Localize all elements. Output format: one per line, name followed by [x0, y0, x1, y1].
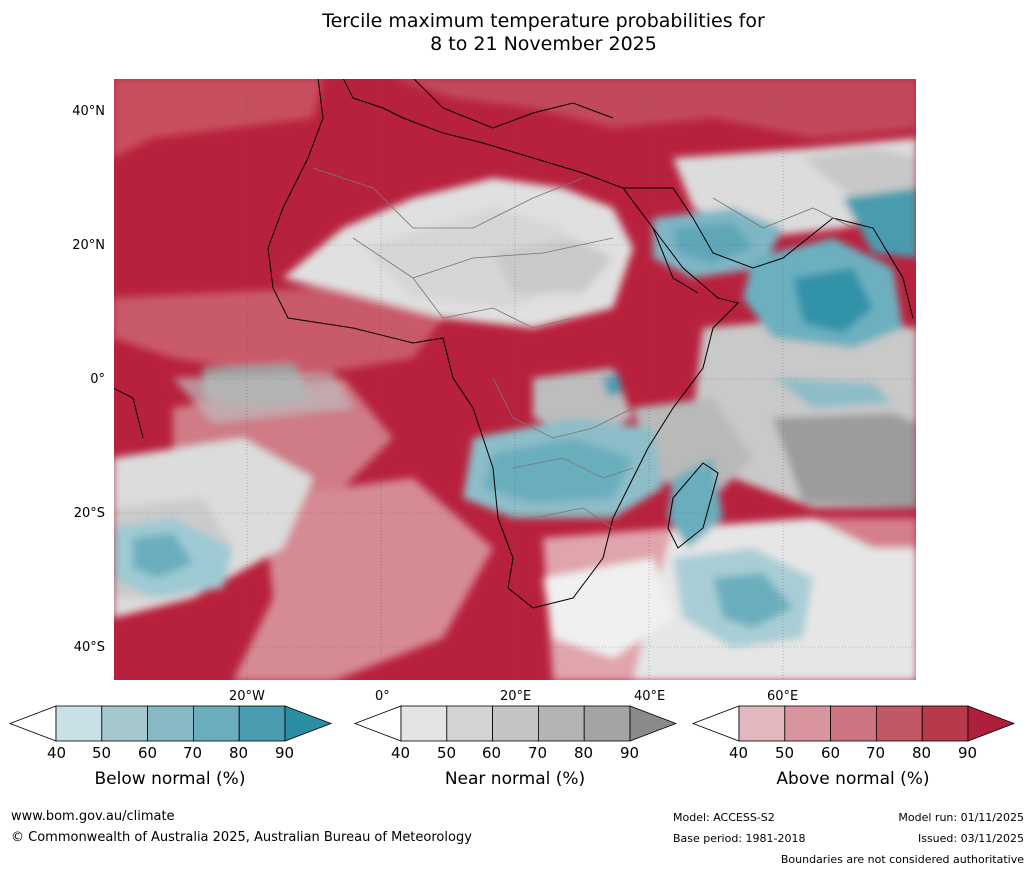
coastlines [113, 78, 914, 609]
colorbar-near-bin-4 [583, 705, 631, 742]
colorbar-above-bin-3 [876, 705, 923, 742]
tick: 80 [574, 744, 594, 762]
tick: 60 [482, 744, 502, 762]
colorbar-near-title: Near normal (%) [444, 769, 586, 789]
tick: 70 [866, 744, 886, 762]
colorbar-above-bin-2 [830, 705, 877, 742]
colorbar-near-bin-2 [492, 705, 539, 742]
colorbar-above [691, 705, 1016, 742]
tick: 70 [183, 744, 203, 762]
tick: 80 [229, 744, 249, 762]
model-run-text: Model run: 01/11/2025 [898, 811, 1024, 824]
colorbar-below-bin-1 [101, 705, 149, 742]
tick: 40 [391, 744, 411, 762]
colorbar-above-min-extend [691, 705, 740, 742]
colorbar-near-bin-1 [446, 705, 493, 742]
colorbar-below-bin-3 [192, 705, 240, 742]
colorbar-near-min-extend [353, 705, 402, 742]
disclaimer-text: Boundaries are not considered authoritat… [780, 853, 1024, 866]
lon-label-40e: 40°E [634, 689, 666, 704]
lat-label-40s: 40°S [73, 640, 105, 655]
tick: 40 [729, 744, 749, 762]
tick: 50 [92, 744, 112, 762]
colorbar-below-bin-2 [147, 705, 194, 742]
colorbars [8, 705, 1016, 742]
website-link[interactable]: www.bom.gov.au/climate [11, 809, 175, 824]
colorbar-above-bin-0 [738, 705, 786, 742]
tick: 90 [275, 744, 295, 762]
model-text: Model: ACCESS-S2 [673, 811, 775, 824]
tick: 40 [47, 744, 67, 762]
colorbar-above-title: Above normal (%) [776, 769, 930, 789]
title-line-1: Tercile maximum temperature probabilitie… [322, 10, 765, 32]
title-line-2: 8 to 21 November 2025 [430, 33, 657, 55]
tick: 60 [138, 744, 158, 762]
colorbar-below-title: Below normal (%) [94, 769, 246, 789]
colorbar-above-bin-1 [784, 705, 831, 742]
lon-label-20e: 20°E [500, 689, 532, 704]
map-title: Tercile maximum temperature probabilitie… [0, 10, 1035, 56]
tick: 90 [958, 744, 978, 762]
graticule [113, 78, 917, 681]
tick: 50 [775, 744, 795, 762]
tick: 70 [528, 744, 548, 762]
lat-label-40n: 40°N [72, 104, 105, 119]
colorbar-near-max-extend [629, 705, 678, 742]
colorbar-below-bin-4 [238, 705, 286, 742]
colorbar-near-bin-3 [538, 705, 585, 742]
colorbar-above-bin-4 [921, 705, 969, 742]
lat-label-0: 0° [90, 372, 105, 387]
country-borders [312, 167, 854, 529]
lat-label-20n: 20°N [72, 238, 105, 253]
lat-label-20s: 20°S [73, 506, 105, 521]
tick: 50 [437, 744, 457, 762]
lon-label-20w: 20°W [229, 689, 265, 704]
tick: 60 [821, 744, 841, 762]
above-moderate-region [113, 78, 323, 158]
probability-map [113, 78, 917, 681]
issued-text: Issued: 03/11/2025 [917, 832, 1024, 845]
lon-label-0: 0° [375, 689, 390, 704]
colorbar-near-bin-0 [400, 705, 448, 742]
tick: 90 [620, 744, 640, 762]
colorbar-below [8, 705, 333, 742]
lon-label-60e: 60°E [767, 689, 799, 704]
colorbar-above-max-extend [967, 705, 1016, 742]
colorbar-near [353, 705, 678, 742]
colorbar-below-max-extend [284, 705, 333, 742]
colorbar-below-bin-0 [55, 705, 103, 742]
base-period-text: Base period: 1981-2018 [673, 832, 806, 845]
tick: 80 [912, 744, 932, 762]
copyright-text: © Commonwealth of Australia 2025, Austra… [11, 830, 472, 845]
colorbar-below-min-extend [8, 705, 57, 742]
